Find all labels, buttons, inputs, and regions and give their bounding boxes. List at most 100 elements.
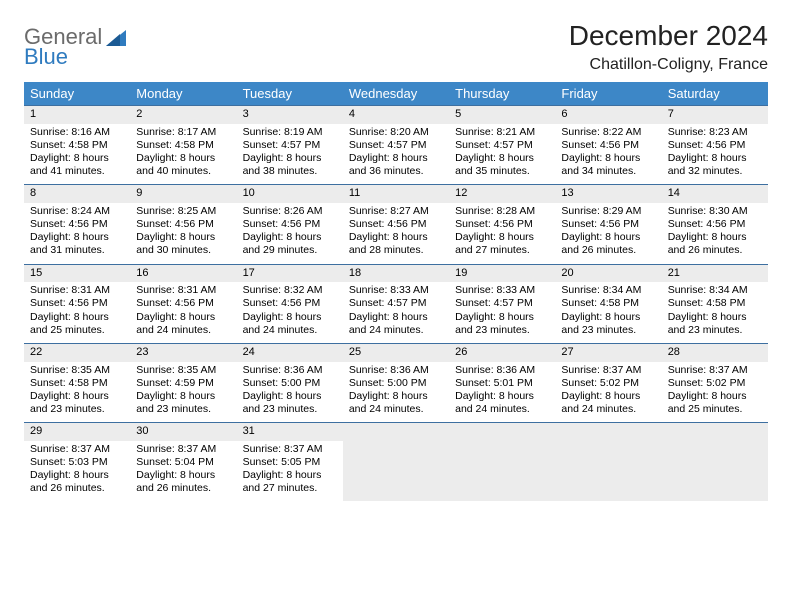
sunset-line: Sunset: 5:00 PM — [243, 377, 337, 390]
sunset-line: Sunset: 4:56 PM — [561, 139, 655, 152]
daylight-line: Daylight: 8 hours and 27 minutes. — [455, 231, 549, 257]
sunset-line: Sunset: 4:56 PM — [455, 218, 549, 231]
day-number-cell: 27 — [555, 343, 661, 361]
day-number-cell: 8 — [24, 185, 130, 203]
sunset-line: Sunset: 4:56 PM — [30, 218, 124, 231]
logo-triangle-icon — [106, 30, 126, 46]
sunrise-line: Sunrise: 8:23 AM — [668, 126, 762, 139]
day-detail-cell: Sunrise: 8:37 AMSunset: 5:02 PMDaylight:… — [662, 362, 768, 423]
daylight-line: Daylight: 8 hours and 24 minutes. — [349, 311, 443, 337]
sunrise-line: Sunrise: 8:37 AM — [136, 443, 230, 456]
sunset-line: Sunset: 4:57 PM — [349, 139, 443, 152]
day-detail-cell — [662, 441, 768, 502]
sunset-line: Sunset: 4:56 PM — [136, 297, 230, 310]
col-header: Sunday — [24, 82, 130, 106]
detail-row: Sunrise: 8:37 AMSunset: 5:03 PMDaylight:… — [24, 441, 768, 502]
sunrise-line: Sunrise: 8:27 AM — [349, 205, 443, 218]
day-detail-cell: Sunrise: 8:16 AMSunset: 4:58 PMDaylight:… — [24, 124, 130, 185]
day-number-cell — [343, 423, 449, 441]
detail-row: Sunrise: 8:24 AMSunset: 4:56 PMDaylight:… — [24, 203, 768, 264]
sunrise-line: Sunrise: 8:31 AM — [136, 284, 230, 297]
day-detail-cell: Sunrise: 8:37 AMSunset: 5:04 PMDaylight:… — [130, 441, 236, 502]
day-number-cell: 12 — [449, 185, 555, 203]
day-number-cell: 24 — [237, 343, 343, 361]
daylight-line: Daylight: 8 hours and 23 minutes. — [136, 390, 230, 416]
day-number-cell: 11 — [343, 185, 449, 203]
daylight-line: Daylight: 8 hours and 40 minutes. — [136, 152, 230, 178]
logo-text-blue: Blue — [24, 44, 68, 69]
day-detail-cell: Sunrise: 8:35 AMSunset: 4:59 PMDaylight:… — [130, 362, 236, 423]
day-number-cell — [662, 423, 768, 441]
day-detail-cell: Sunrise: 8:27 AMSunset: 4:56 PMDaylight:… — [343, 203, 449, 264]
col-header: Saturday — [662, 82, 768, 106]
day-detail-cell: Sunrise: 8:29 AMSunset: 4:56 PMDaylight:… — [555, 203, 661, 264]
sunrise-line: Sunrise: 8:26 AM — [243, 205, 337, 218]
sunset-line: Sunset: 5:02 PM — [668, 377, 762, 390]
sunset-line: Sunset: 5:00 PM — [349, 377, 443, 390]
detail-row: Sunrise: 8:35 AMSunset: 4:58 PMDaylight:… — [24, 362, 768, 423]
day-detail-cell: Sunrise: 8:37 AMSunset: 5:02 PMDaylight:… — [555, 362, 661, 423]
day-number-cell: 19 — [449, 264, 555, 282]
daylight-line: Daylight: 8 hours and 26 minutes. — [136, 469, 230, 495]
day-number-cell: 18 — [343, 264, 449, 282]
sunset-line: Sunset: 5:02 PM — [561, 377, 655, 390]
day-number-cell: 31 — [237, 423, 343, 441]
sunrise-line: Sunrise: 8:29 AM — [561, 205, 655, 218]
daylight-line: Daylight: 8 hours and 25 minutes. — [668, 390, 762, 416]
day-detail-cell: Sunrise: 8:17 AMSunset: 4:58 PMDaylight:… — [130, 124, 236, 185]
sunset-line: Sunset: 5:03 PM — [30, 456, 124, 469]
sunrise-line: Sunrise: 8:36 AM — [349, 364, 443, 377]
sunset-line: Sunset: 4:58 PM — [136, 139, 230, 152]
daylight-line: Daylight: 8 hours and 24 minutes. — [349, 390, 443, 416]
day-number-cell: 26 — [449, 343, 555, 361]
col-header: Wednesday — [343, 82, 449, 106]
day-number-cell: 21 — [662, 264, 768, 282]
day-detail-cell: Sunrise: 8:19 AMSunset: 4:57 PMDaylight:… — [237, 124, 343, 185]
sunset-line: Sunset: 4:56 PM — [136, 218, 230, 231]
day-detail-cell: Sunrise: 8:36 AMSunset: 5:01 PMDaylight:… — [449, 362, 555, 423]
sunrise-line: Sunrise: 8:37 AM — [668, 364, 762, 377]
daynum-row: 293031 — [24, 423, 768, 441]
daylight-line: Daylight: 8 hours and 32 minutes. — [668, 152, 762, 178]
daylight-line: Daylight: 8 hours and 23 minutes. — [30, 390, 124, 416]
day-detail-cell — [449, 441, 555, 502]
sunset-line: Sunset: 4:56 PM — [30, 297, 124, 310]
sunset-line: Sunset: 4:57 PM — [455, 297, 549, 310]
day-detail-cell: Sunrise: 8:23 AMSunset: 4:56 PMDaylight:… — [662, 124, 768, 185]
day-number-cell — [555, 423, 661, 441]
sunrise-line: Sunrise: 8:36 AM — [243, 364, 337, 377]
daylight-line: Daylight: 8 hours and 41 minutes. — [30, 152, 124, 178]
day-number-cell: 6 — [555, 106, 661, 124]
day-detail-cell: Sunrise: 8:31 AMSunset: 4:56 PMDaylight:… — [130, 282, 236, 343]
page-title: December 2024 — [569, 20, 768, 52]
sunrise-line: Sunrise: 8:35 AM — [136, 364, 230, 377]
day-detail-cell: Sunrise: 8:37 AMSunset: 5:05 PMDaylight:… — [237, 441, 343, 502]
day-detail-cell: Sunrise: 8:22 AMSunset: 4:56 PMDaylight:… — [555, 124, 661, 185]
daylight-line: Daylight: 8 hours and 26 minutes. — [668, 231, 762, 257]
day-number-cell: 15 — [24, 264, 130, 282]
daylight-line: Daylight: 8 hours and 31 minutes. — [30, 231, 124, 257]
daylight-line: Daylight: 8 hours and 36 minutes. — [349, 152, 443, 178]
day-number-cell: 3 — [237, 106, 343, 124]
sunrise-line: Sunrise: 8:24 AM — [30, 205, 124, 218]
day-number-cell: 25 — [343, 343, 449, 361]
day-number-cell: 17 — [237, 264, 343, 282]
day-detail-cell: Sunrise: 8:33 AMSunset: 4:57 PMDaylight:… — [343, 282, 449, 343]
daylight-line: Daylight: 8 hours and 26 minutes. — [561, 231, 655, 257]
daylight-line: Daylight: 8 hours and 25 minutes. — [30, 311, 124, 337]
day-detail-cell: Sunrise: 8:28 AMSunset: 4:56 PMDaylight:… — [449, 203, 555, 264]
daylight-line: Daylight: 8 hours and 35 minutes. — [455, 152, 549, 178]
day-detail-cell: Sunrise: 8:36 AMSunset: 5:00 PMDaylight:… — [237, 362, 343, 423]
sunset-line: Sunset: 4:56 PM — [243, 297, 337, 310]
day-detail-cell: Sunrise: 8:34 AMSunset: 4:58 PMDaylight:… — [555, 282, 661, 343]
daylight-line: Daylight: 8 hours and 24 minutes. — [243, 311, 337, 337]
sunrise-line: Sunrise: 8:33 AM — [349, 284, 443, 297]
daylight-line: Daylight: 8 hours and 23 minutes. — [243, 390, 337, 416]
day-detail-cell: Sunrise: 8:21 AMSunset: 4:57 PMDaylight:… — [449, 124, 555, 185]
title-block: December 2024 Chatillon-Coligny, France — [569, 20, 768, 74]
sunrise-line: Sunrise: 8:37 AM — [30, 443, 124, 456]
sunset-line: Sunset: 4:57 PM — [243, 139, 337, 152]
day-detail-cell: Sunrise: 8:24 AMSunset: 4:56 PMDaylight:… — [24, 203, 130, 264]
day-number-cell: 7 — [662, 106, 768, 124]
sunrise-line: Sunrise: 8:34 AM — [668, 284, 762, 297]
